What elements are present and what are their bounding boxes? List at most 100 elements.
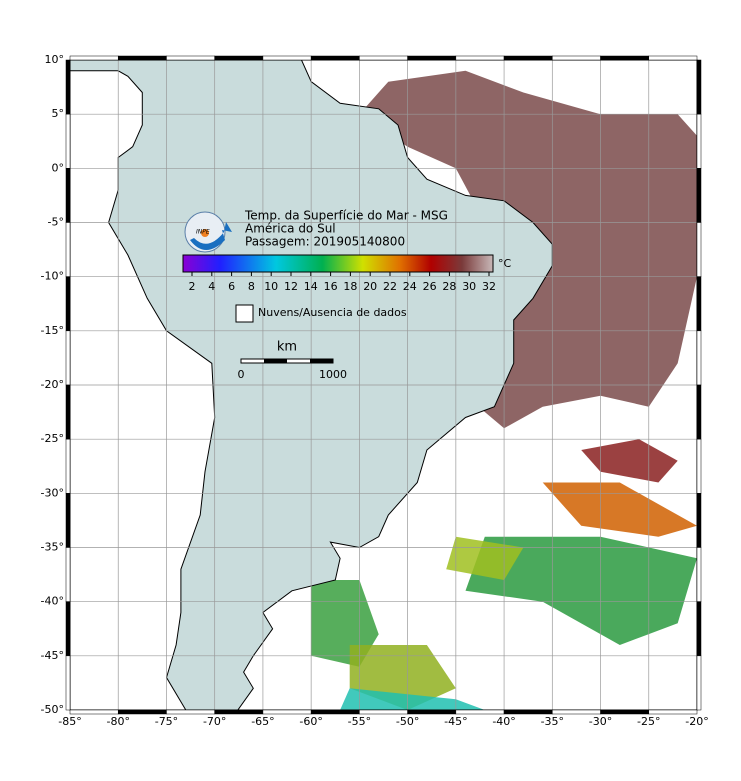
frame-bar (65, 655, 71, 711)
colorbar-unit: °C (498, 257, 512, 270)
frame-bar (65, 601, 71, 657)
logo-dot (201, 229, 209, 237)
lat-tick-label: -30° (41, 486, 64, 499)
colorbar-tick-label: 2 (189, 280, 196, 293)
colorbar-tick-label: 18 (343, 280, 357, 293)
frame-bar (696, 547, 702, 602)
frame-bar (65, 330, 71, 386)
frame-bar (69, 709, 119, 715)
map-area (70, 60, 697, 710)
frame-bar (65, 276, 71, 332)
colorbar-tick-label: 14 (304, 280, 318, 293)
lon-tick-label: -70° (203, 715, 226, 728)
frame-bar (407, 709, 457, 715)
frame-bar (600, 55, 650, 61)
title-line: Temp. da Superfície do Mar - MSG (244, 209, 448, 223)
frame-bar (65, 113, 71, 169)
lat-tick-label: -40° (41, 595, 64, 608)
lat-tick-label: -5° (48, 216, 64, 229)
lon-tick-label: -45° (444, 715, 467, 728)
lat-tick-label: -35° (41, 541, 64, 554)
lon-tick-label: -35° (541, 715, 564, 728)
sst-area (465, 536, 697, 645)
scale-unit: km (277, 340, 297, 355)
frame-bar (117, 709, 167, 715)
colorbar-tick-label: 16 (324, 280, 338, 293)
sst-area (340, 688, 485, 710)
frame-bar (262, 709, 312, 715)
frame-bar (407, 55, 457, 61)
title-line: América do Sul (245, 222, 336, 236)
frame-bar (696, 168, 702, 223)
scale-label: 0 (238, 368, 245, 381)
scale-bar-fill (264, 359, 287, 363)
frame-bar (65, 493, 71, 548)
frame-bar (262, 55, 312, 61)
colorbar-tick-label: 12 (284, 280, 298, 293)
colorbar-tick-label: 6 (228, 280, 235, 293)
colorbar-tick-label: 32 (482, 280, 496, 293)
colorbar-tick-label: 26 (423, 280, 437, 293)
lat-tick-label: -25° (41, 432, 64, 445)
frame-bar (696, 276, 702, 332)
lat-tick-label: -15° (41, 324, 64, 337)
frame-bar (65, 438, 71, 494)
frame-bar (696, 601, 702, 657)
frame-bar (65, 384, 71, 440)
frame-bar (65, 168, 71, 223)
lon-tick-label: -30° (589, 715, 612, 728)
lat-tick-label: -20° (41, 378, 64, 391)
logo-swirl (190, 222, 232, 250)
frame-bar (696, 493, 702, 548)
title-line: Passagem: 201905140800 (245, 235, 405, 249)
frame-bar (503, 709, 553, 715)
scale-bar-fill (310, 359, 333, 363)
frame-bar (648, 55, 698, 61)
lon-tick-label: -50° (396, 715, 419, 728)
colorbar-tick-label: 8 (248, 280, 255, 293)
lon-tick-label: -80° (106, 715, 129, 728)
lat-tick-label: -50° (41, 703, 64, 716)
frame-bar (696, 222, 702, 277)
frame-bar (359, 709, 408, 715)
frame-bar (117, 55, 167, 61)
frame-bar (65, 59, 71, 115)
lat-tick-label: 0° (52, 161, 65, 174)
colorbar (182, 254, 494, 273)
colorbar-tick-label: 20 (363, 280, 377, 293)
legend-swatch (235, 304, 254, 323)
colorbar-tick-label: 22 (383, 280, 397, 293)
colorbar-tick-label: 4 (208, 280, 215, 293)
frame-bar (648, 709, 698, 715)
frame-bar (696, 59, 702, 115)
lat-tick-label: 5° (52, 107, 65, 120)
frame-bar (696, 330, 702, 386)
frame-bar (166, 55, 215, 61)
colorbar-tick-label: 28 (442, 280, 456, 293)
lon-tick-label: -25° (637, 715, 660, 728)
colorbar-tick-label: 24 (403, 280, 417, 293)
frame-bar (65, 222, 71, 277)
sst-area (581, 439, 678, 483)
lon-tick-label: -55° (348, 715, 371, 728)
frame-bar (69, 55, 119, 61)
lon-tick-label: -60° (299, 715, 322, 728)
frame-bar (214, 55, 264, 61)
frame-bar (166, 709, 215, 715)
frame-bar (552, 709, 601, 715)
logo: INPE (184, 211, 232, 253)
frame-bar (65, 547, 71, 602)
frame-bar (552, 55, 601, 61)
scale-label: 1000 (319, 368, 347, 381)
frame-bar (696, 113, 702, 169)
lat-tick-label: -10° (41, 270, 64, 283)
frame-bar (696, 438, 702, 494)
frame-bar (310, 709, 360, 715)
frame-bar (696, 384, 702, 440)
frame-bar (359, 55, 408, 61)
colorbar-tick-label: 10 (264, 280, 278, 293)
colorbar-tick-label: 30 (462, 280, 476, 293)
frame-bar (696, 655, 702, 711)
frame-bar (214, 709, 264, 715)
